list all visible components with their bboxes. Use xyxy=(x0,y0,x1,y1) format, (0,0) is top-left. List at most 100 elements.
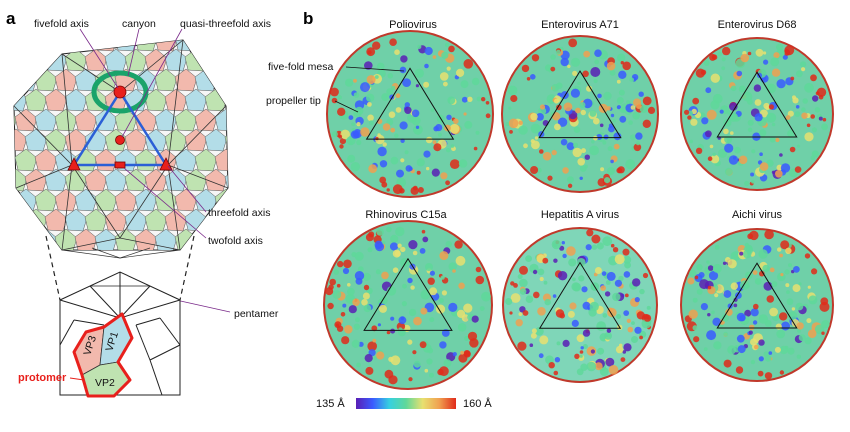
surface-bump xyxy=(348,140,353,145)
surface-bump xyxy=(801,112,808,119)
surface-bump xyxy=(730,282,738,290)
surface-bump xyxy=(703,60,710,66)
surface-bump xyxy=(394,133,399,138)
surface-bump xyxy=(579,354,583,358)
surface-bump xyxy=(696,288,703,295)
surface-bump xyxy=(586,361,597,372)
surface-bump xyxy=(562,253,567,259)
surface-bump xyxy=(807,285,811,289)
surface-bump xyxy=(796,70,803,78)
protomer-tile xyxy=(134,228,158,250)
surface-bump xyxy=(804,82,814,93)
surface-bump xyxy=(779,312,788,321)
surface-bump xyxy=(366,75,376,85)
surface-bump xyxy=(747,99,753,105)
surface-bump xyxy=(602,236,613,247)
surface-bump xyxy=(618,275,624,282)
surface-bump xyxy=(475,130,480,135)
surface-bump xyxy=(464,336,470,341)
surface-bump xyxy=(714,244,720,250)
surface-bump xyxy=(374,75,379,79)
surface-bump xyxy=(582,70,589,78)
protomer-tile xyxy=(14,188,18,212)
surface-bump xyxy=(764,229,774,240)
surface-bump xyxy=(554,123,561,131)
surface-bump xyxy=(795,105,800,109)
surface-bump xyxy=(727,345,737,355)
surface-bump xyxy=(525,255,532,262)
surface-bump xyxy=(441,51,449,59)
surface-bump xyxy=(727,259,737,269)
surface-bump xyxy=(413,360,421,368)
surface-bump xyxy=(723,290,732,298)
surface-bump xyxy=(450,144,455,148)
quasi-threefold-axis-marker xyxy=(115,135,125,145)
surface-bump xyxy=(386,88,394,95)
surface-bump xyxy=(381,93,390,102)
surface-bump xyxy=(430,108,435,112)
surface-bump xyxy=(367,50,372,55)
surface-bump xyxy=(600,167,605,172)
surface-bump xyxy=(629,77,634,83)
surface-bump xyxy=(642,96,652,106)
protomer-tile xyxy=(114,40,138,52)
surface-bump xyxy=(762,264,770,273)
twofold-axis-marker xyxy=(114,161,126,169)
surface-bump xyxy=(723,359,732,368)
surface-bump xyxy=(392,249,401,258)
protomer-tile xyxy=(174,40,198,52)
surface-bump xyxy=(585,244,592,251)
surface-bump xyxy=(448,45,455,53)
protomer-tile xyxy=(54,188,78,212)
surface-bump xyxy=(571,319,579,327)
surface-bump xyxy=(747,119,754,126)
surface-bump xyxy=(454,240,463,249)
surface-bump xyxy=(400,55,408,63)
surface-bump xyxy=(624,261,631,269)
virus-surface-renderings xyxy=(323,30,834,390)
surface-bump xyxy=(690,118,698,126)
surface-bump xyxy=(584,164,588,169)
surface-bump xyxy=(542,257,549,264)
surface-bump xyxy=(776,43,783,51)
surface-bump xyxy=(591,234,601,244)
surface-bump xyxy=(785,115,791,120)
surface-bump xyxy=(821,123,828,131)
surface-bump xyxy=(529,343,534,348)
surface-bump xyxy=(785,283,790,288)
surface-bump xyxy=(634,326,642,334)
surface-bump xyxy=(766,83,777,94)
surface-bump xyxy=(787,347,795,355)
surface-bump xyxy=(718,148,728,158)
surface-bump xyxy=(597,93,602,99)
surface-bump xyxy=(750,308,759,317)
surface-bump xyxy=(471,315,479,323)
surface-bump xyxy=(467,96,473,103)
surface-bump xyxy=(515,319,523,327)
surface-bump xyxy=(380,296,388,305)
surface-bump xyxy=(381,240,386,245)
surface-bump xyxy=(394,49,400,55)
surface-bump xyxy=(562,339,570,347)
surface-bump xyxy=(429,287,438,296)
surface-bump xyxy=(566,142,575,151)
surface-bump xyxy=(404,150,409,155)
surface-bump xyxy=(505,298,513,305)
surface-bump xyxy=(458,159,468,168)
surface-bump xyxy=(526,77,531,81)
surface-bump xyxy=(519,265,528,275)
surface-bump xyxy=(352,298,360,307)
surface-bump xyxy=(341,336,350,345)
surface-bump xyxy=(363,304,372,313)
surface-bump xyxy=(580,346,584,350)
surface-bump xyxy=(410,285,415,290)
surface-bump xyxy=(739,314,746,322)
surface-bump xyxy=(591,244,598,250)
surface-bump xyxy=(687,115,692,120)
surface-bump xyxy=(354,251,364,261)
surface-bump xyxy=(754,344,759,350)
pentamer-label: pentamer xyxy=(234,308,279,320)
surface-bump xyxy=(366,93,375,103)
surface-bump xyxy=(771,281,778,288)
surface-bump xyxy=(402,78,411,87)
